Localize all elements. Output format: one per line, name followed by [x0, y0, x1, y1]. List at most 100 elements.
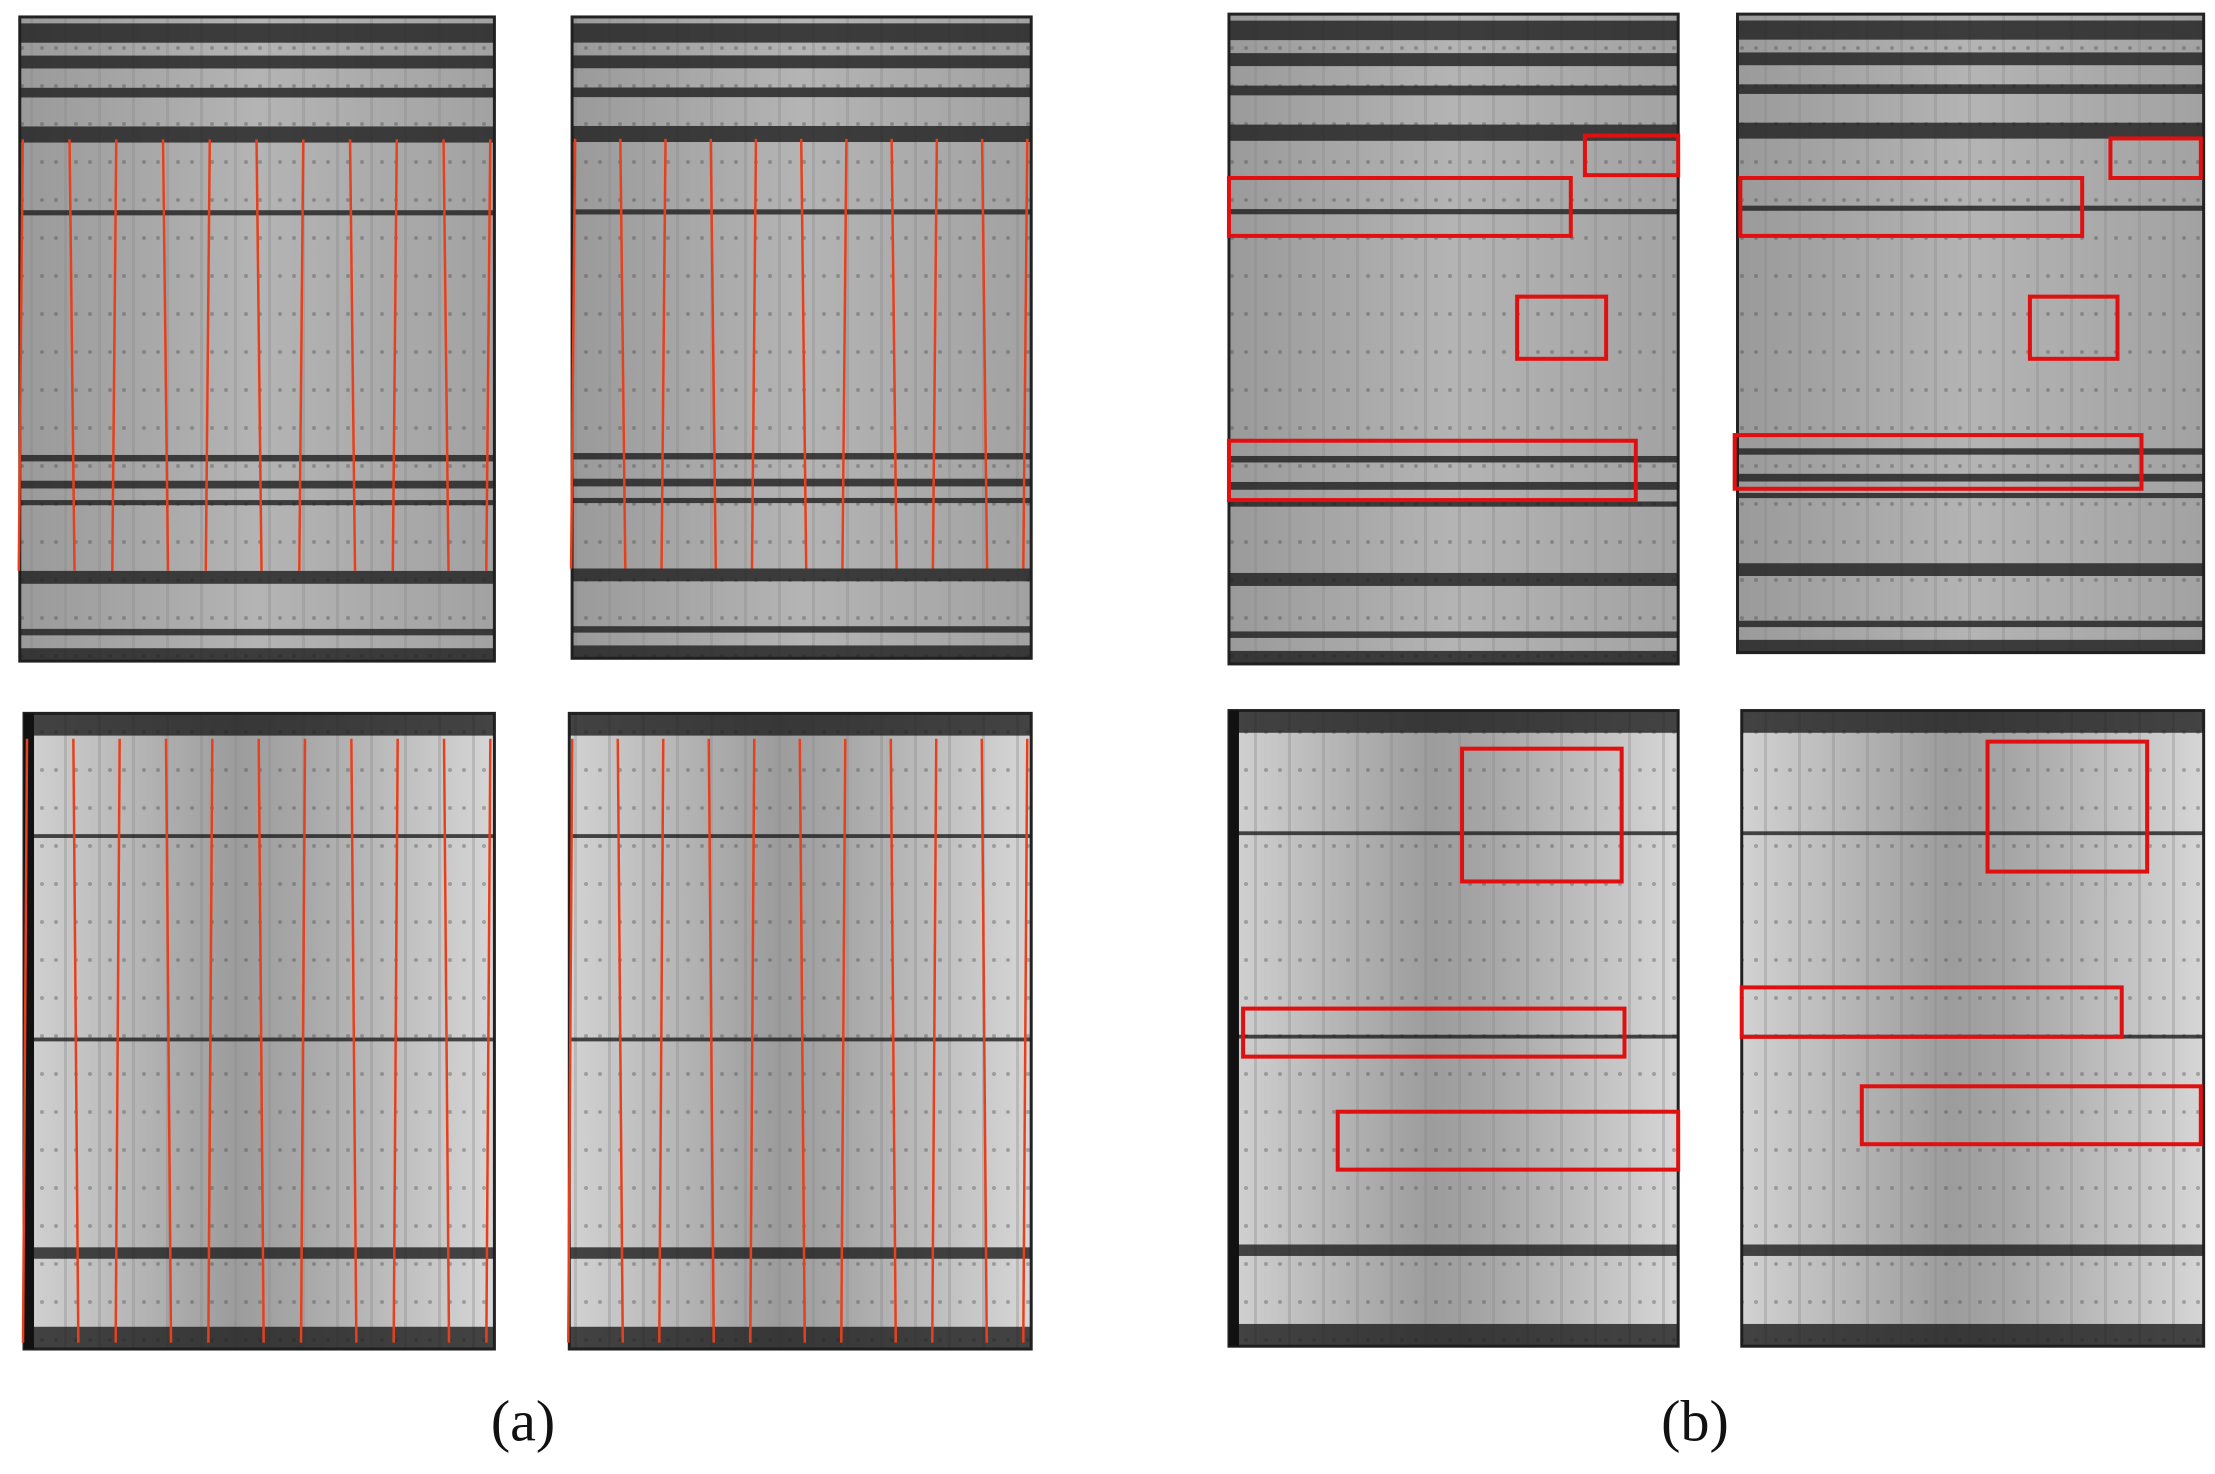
stitch-line: [616, 738, 625, 1343]
stitch-line: [204, 139, 212, 571]
photo-band: [19, 23, 495, 43]
stitch-line: [658, 738, 665, 1343]
stitch-line: [257, 738, 265, 1343]
stitch-line: [841, 138, 848, 569]
stitch-line: [392, 738, 399, 1343]
photo-panel: [21, 711, 496, 1351]
photo-band: [569, 1247, 1032, 1259]
photo-texture: [1737, 14, 2204, 653]
stitch-line: [799, 138, 808, 569]
photo-band: [572, 125, 1032, 143]
photo-band: [19, 87, 495, 98]
photo-band: [1737, 20, 2204, 40]
photo-panel: [1735, 12, 2206, 655]
photo-panel: [1740, 709, 2206, 1348]
photo-texture: [1228, 14, 1679, 664]
stitch-line: [980, 738, 989, 1343]
stitch-line: [709, 138, 718, 569]
highlight-box: [1582, 133, 1681, 178]
stitch-line: [931, 738, 938, 1343]
photo-edge: [24, 713, 35, 1350]
photo-band: [1228, 455, 1679, 463]
photo-band: [1741, 1323, 2204, 1347]
photo-band: [19, 55, 495, 69]
highlight-box: [1226, 438, 1638, 503]
photo-texture: [1741, 710, 2204, 1347]
highlight-box: [2027, 294, 2120, 361]
photo-band: [24, 713, 495, 736]
photo-band: [1737, 639, 2204, 653]
photo-band: [1228, 1244, 1679, 1256]
photo-texture: [1228, 710, 1679, 1347]
stitch-line: [68, 139, 76, 571]
stitch-line: [569, 138, 577, 569]
highlight-box: [1732, 433, 2144, 491]
photo-band: [19, 570, 495, 584]
stitch-line: [750, 138, 758, 569]
photo-band: [572, 453, 1032, 460]
photo-band: [569, 1326, 1032, 1350]
photo-band: [1737, 492, 2204, 499]
highlight-box: [1985, 739, 2150, 874]
photo-band: [19, 500, 495, 506]
photo-band: [1228, 501, 1679, 507]
stitch-line: [1022, 738, 1029, 1343]
stitch-line: [660, 138, 667, 569]
photo-panel: [569, 15, 1033, 660]
highlight-box: [1859, 1084, 2203, 1147]
highlight-box: [2108, 136, 2203, 180]
stitch-line: [207, 738, 214, 1343]
stitch-line: [707, 738, 716, 1343]
photo-band: [569, 713, 1032, 736]
photo-band: [19, 454, 495, 462]
photo-band: [1228, 1034, 1679, 1039]
stitch-line: [442, 139, 450, 571]
photo-band: [19, 126, 495, 143]
photo-band: [1741, 831, 2204, 836]
stitch-line: [485, 738, 492, 1343]
photo-band: [1737, 473, 2204, 482]
photo-band: [1228, 650, 1679, 664]
photo-band: [24, 1037, 495, 1042]
photo-band: [24, 1247, 495, 1259]
photo-band: [572, 497, 1032, 504]
photo-texture: [572, 16, 1032, 659]
photo-band: [1228, 831, 1679, 836]
photo-band: [572, 568, 1032, 582]
photo-band: [1737, 84, 2204, 94]
photo-band: [19, 648, 495, 662]
photo-band: [1228, 209, 1679, 215]
stitch-line: [161, 139, 170, 571]
stitch-line: [1022, 138, 1029, 569]
highlight-box: [1335, 1109, 1681, 1172]
photo-band: [1228, 1323, 1679, 1347]
stitch-line: [567, 738, 574, 1343]
photo-band: [1228, 53, 1679, 67]
stitch-line: [17, 139, 25, 571]
stitch-line: [485, 139, 492, 571]
stitch-line: [255, 139, 263, 571]
highlight-box: [1226, 175, 1573, 238]
photo-band: [1737, 205, 2204, 211]
photo-band: [1737, 122, 2204, 139]
highlight-box: [1460, 746, 1624, 884]
photo-band: [572, 626, 1032, 633]
stitch-line: [348, 139, 357, 571]
stitch-line: [890, 138, 898, 569]
stitch-line: [391, 139, 399, 571]
photo-band: [24, 1326, 495, 1350]
highlight-box: [1738, 175, 2085, 238]
photo-band: [1228, 85, 1679, 96]
photo-band: [572, 55, 1032, 69]
stitch-line: [889, 738, 898, 1343]
photo-band: [1737, 620, 2204, 628]
stitch-line: [442, 738, 451, 1343]
photo-band: [572, 87, 1032, 98]
photo-band: [1228, 481, 1679, 490]
photo-band: [1228, 631, 1679, 638]
photo-panel: [1227, 709, 1680, 1348]
stitch-line: [840, 738, 847, 1343]
stitch-line: [619, 138, 627, 569]
